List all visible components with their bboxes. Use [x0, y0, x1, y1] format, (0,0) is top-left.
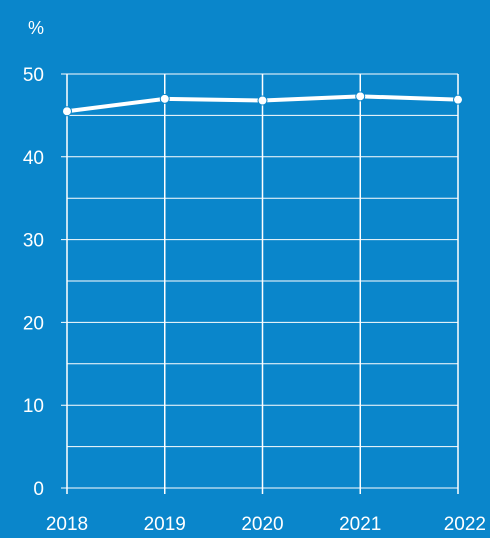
- x-tick-label: 2021: [339, 514, 381, 535]
- data-point: [257, 95, 268, 106]
- y-axis-ticks: 0 10 20 30 40 50: [23, 65, 44, 500]
- x-tick-label: 2020: [241, 514, 283, 535]
- x-tick-label: 2022: [444, 514, 486, 535]
- data-point: [62, 106, 72, 117]
- y-tick-label: 10: [23, 396, 44, 417]
- grid: [61, 73, 459, 494]
- y-tick-label: 0: [33, 479, 44, 500]
- unit-label: %: [28, 18, 44, 38]
- y-tick-label: 50: [23, 65, 44, 86]
- data-point: [453, 94, 463, 105]
- y-tick-label: 20: [23, 313, 44, 334]
- x-axis-ticks: 2018 2019 2020 2021 2022: [46, 514, 486, 535]
- x-tick-label: 2018: [46, 514, 88, 535]
- series: [62, 91, 463, 117]
- y-tick-label: 30: [23, 231, 44, 252]
- x-tick-label: 2019: [144, 514, 186, 535]
- y-tick-label: 40: [23, 148, 44, 169]
- data-point: [355, 91, 366, 102]
- data-point: [159, 93, 170, 104]
